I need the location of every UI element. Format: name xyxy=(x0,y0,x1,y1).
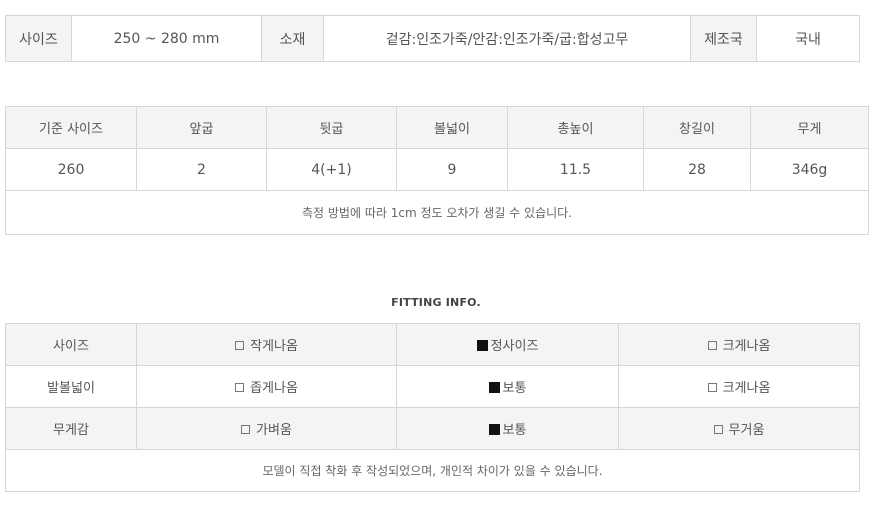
origin-label: 제조국 xyxy=(690,15,757,62)
checkbox-filled-icon xyxy=(476,340,488,351)
product-info-table: 사이즈 250 ~ 280 mm 소재 겉감:인조가죽/안감:인조가죽/굽:합성… xyxy=(5,15,860,62)
checkbox-empty-icon xyxy=(235,341,245,350)
option-label: 좁게나옴 xyxy=(250,381,298,396)
option-label: 작게나옴 xyxy=(250,339,298,354)
option-cell: 무거움 xyxy=(618,407,860,450)
value-total-height: 11.5 xyxy=(507,148,644,191)
header-ball-width: 볼넓이 xyxy=(396,106,508,149)
option-label: 정사이즈 xyxy=(490,339,539,354)
option-cell: 가벼움 xyxy=(136,407,397,450)
fitting-table: 사이즈 작게나옴 정사이즈 크게나옴 발볼넓이 좁게나옴 보통 크게나옴 무게감… xyxy=(5,323,860,492)
option-label: 크게나옴 xyxy=(722,381,771,396)
value-weight: 346g xyxy=(750,148,869,191)
fitting-note: 모델이 직접 착화 후 작성되었으며, 개인적 차이가 있을 수 있습니다. xyxy=(5,449,860,492)
size-header-row: 기준 사이즈 앞굽 뒷굽 볼넓이 총높이 창길이 무게 xyxy=(5,106,869,149)
option-cell: 좁게나옴 xyxy=(136,365,397,408)
option-label: 가벼움 xyxy=(256,423,292,438)
option-cell-selected: 보통 xyxy=(396,407,619,450)
size-note-row: 측정 방법에 따라 1cm 정도 오차가 생길 수 있습니다. xyxy=(5,190,869,235)
option-label: 보통 xyxy=(502,381,527,396)
fitting-note-row: 모델이 직접 착화 후 작성되었으며, 개인적 차이가 있을 수 있습니다. xyxy=(5,449,860,492)
size-table: 기준 사이즈 앞굽 뒷굽 볼넓이 총높이 창길이 무게 260 2 4(+1) … xyxy=(5,106,869,235)
value-ball-width: 9 xyxy=(396,148,508,191)
option-cell-selected: 보통 xyxy=(396,365,619,408)
option-label: 무거움 xyxy=(728,423,765,438)
header-back-heel: 뒷굽 xyxy=(266,106,397,149)
origin-value: 국내 xyxy=(756,15,860,62)
checkbox-empty-icon xyxy=(713,425,723,434)
measurement-note: 측정 방법에 따라 1cm 정도 오차가 생길 수 있습니다. xyxy=(5,190,869,235)
size-label: 사이즈 xyxy=(5,15,72,62)
fitting-row-width: 발볼넓이 좁게나옴 보통 크게나옴 xyxy=(5,365,860,408)
header-base-size: 기준 사이즈 xyxy=(5,106,137,149)
header-total-height: 총높이 xyxy=(507,106,644,149)
value-base-size: 260 xyxy=(5,148,137,191)
material-label: 소재 xyxy=(261,15,324,62)
option-cell: 크게나옴 xyxy=(618,365,860,408)
checkbox-empty-icon xyxy=(707,341,717,350)
header-front-heel: 앞굽 xyxy=(136,106,267,149)
value-back-heel: 4(+1) xyxy=(266,148,397,191)
product-info-row: 사이즈 250 ~ 280 mm 소재 겉감:인조가죽/안감:인조가죽/굽:합성… xyxy=(5,15,860,62)
option-label: 보통 xyxy=(502,423,527,438)
checkbox-filled-icon xyxy=(488,382,500,393)
option-cell: 크게나옴 xyxy=(618,323,860,366)
size-value: 250 ~ 280 mm xyxy=(71,15,262,62)
fitting-label-weight: 무게감 xyxy=(5,407,137,450)
header-weight: 무게 xyxy=(750,106,869,149)
size-value-row: 260 2 4(+1) 9 11.5 28 346g xyxy=(5,148,869,191)
value-sole-length: 28 xyxy=(643,148,751,191)
fitting-label-width: 발볼넓이 xyxy=(5,365,137,408)
option-cell: 작게나옴 xyxy=(136,323,397,366)
value-front-heel: 2 xyxy=(136,148,267,191)
checkbox-empty-icon xyxy=(235,383,245,392)
header-sole-length: 창길이 xyxy=(643,106,751,149)
fitting-label-size: 사이즈 xyxy=(5,323,137,366)
option-cell-selected: 정사이즈 xyxy=(396,323,619,366)
checkbox-empty-icon xyxy=(241,425,251,434)
fitting-info-title: FITTING INFO. xyxy=(391,296,481,309)
option-label: 크게나옴 xyxy=(722,339,771,354)
fitting-row-size: 사이즈 작게나옴 정사이즈 크게나옴 xyxy=(5,323,860,366)
fitting-row-weight: 무게감 가벼움 보통 무거움 xyxy=(5,407,860,450)
checkbox-empty-icon xyxy=(707,383,717,392)
material-value: 겉감:인조가죽/안감:인조가죽/굽:합성고무 xyxy=(323,15,691,62)
checkbox-filled-icon xyxy=(488,424,500,435)
